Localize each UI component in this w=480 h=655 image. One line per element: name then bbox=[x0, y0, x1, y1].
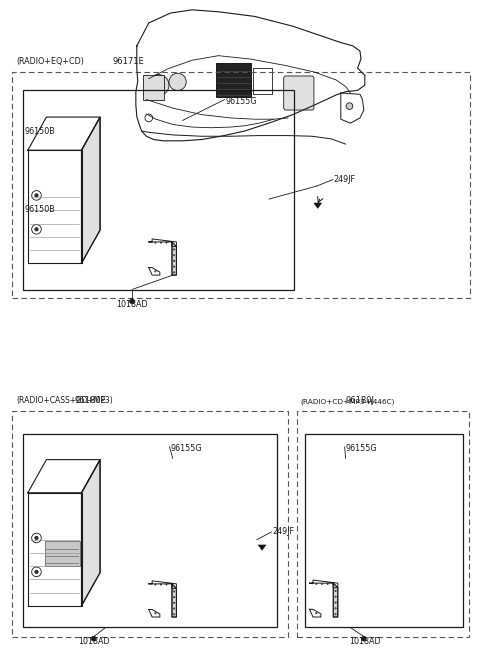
Bar bbox=[12, 72, 470, 298]
Bar bbox=[305, 434, 463, 627]
Ellipse shape bbox=[174, 608, 175, 609]
Ellipse shape bbox=[316, 612, 317, 614]
Bar bbox=[143, 75, 164, 100]
Ellipse shape bbox=[148, 75, 169, 96]
Ellipse shape bbox=[155, 242, 156, 243]
Ellipse shape bbox=[335, 602, 336, 603]
Ellipse shape bbox=[32, 225, 41, 234]
Ellipse shape bbox=[361, 636, 366, 641]
Ellipse shape bbox=[160, 242, 161, 243]
Ellipse shape bbox=[32, 191, 41, 200]
Ellipse shape bbox=[160, 584, 161, 585]
Ellipse shape bbox=[174, 591, 175, 592]
Polygon shape bbox=[333, 583, 338, 617]
Ellipse shape bbox=[32, 533, 41, 543]
Text: 1018AD: 1018AD bbox=[349, 637, 381, 646]
Ellipse shape bbox=[155, 612, 156, 614]
Ellipse shape bbox=[35, 571, 38, 574]
Text: 96155G: 96155G bbox=[226, 97, 257, 106]
Ellipse shape bbox=[145, 114, 153, 122]
Bar bbox=[253, 68, 272, 94]
Ellipse shape bbox=[174, 272, 175, 273]
Text: (RADIO+CASS+CD+MP3): (RADIO+CASS+CD+MP3) bbox=[17, 396, 114, 405]
Text: (RADIO+CD+MP3-H446C): (RADIO+CD+MP3-H446C) bbox=[300, 399, 395, 405]
Ellipse shape bbox=[32, 567, 41, 576]
Bar bbox=[297, 411, 469, 637]
Text: 96155G: 96155G bbox=[170, 444, 202, 453]
Text: 96150B: 96150B bbox=[25, 126, 56, 136]
Ellipse shape bbox=[335, 608, 336, 609]
Ellipse shape bbox=[155, 584, 156, 585]
Ellipse shape bbox=[35, 536, 38, 540]
Bar bbox=[23, 434, 277, 627]
Ellipse shape bbox=[171, 584, 172, 585]
Text: 1018AD: 1018AD bbox=[78, 637, 109, 646]
Ellipse shape bbox=[169, 73, 186, 90]
Polygon shape bbox=[172, 242, 177, 275]
Ellipse shape bbox=[166, 584, 167, 585]
Polygon shape bbox=[258, 545, 266, 550]
Polygon shape bbox=[82, 460, 100, 606]
FancyBboxPatch shape bbox=[284, 76, 314, 110]
Text: 96155G: 96155G bbox=[346, 444, 377, 453]
Ellipse shape bbox=[91, 636, 96, 641]
Polygon shape bbox=[82, 117, 100, 263]
Ellipse shape bbox=[174, 255, 175, 256]
Ellipse shape bbox=[335, 614, 336, 615]
Ellipse shape bbox=[335, 596, 336, 597]
Ellipse shape bbox=[155, 271, 156, 272]
Text: (RADIO+EQ+CD): (RADIO+EQ+CD) bbox=[17, 57, 84, 66]
Polygon shape bbox=[314, 203, 322, 208]
Bar bbox=[23, 90, 294, 290]
Ellipse shape bbox=[171, 242, 172, 243]
Text: 96180J: 96180J bbox=[346, 396, 374, 405]
Bar bbox=[216, 63, 251, 97]
Ellipse shape bbox=[35, 194, 38, 197]
Bar bbox=[45, 541, 80, 566]
Ellipse shape bbox=[174, 249, 175, 250]
Polygon shape bbox=[172, 584, 177, 617]
Text: 249JF: 249JF bbox=[272, 527, 294, 536]
Ellipse shape bbox=[174, 260, 175, 261]
Text: 96150B: 96150B bbox=[25, 205, 56, 214]
Ellipse shape bbox=[166, 242, 167, 243]
Ellipse shape bbox=[174, 614, 175, 615]
Ellipse shape bbox=[35, 228, 38, 231]
Text: 96180E: 96180E bbox=[74, 396, 106, 405]
Ellipse shape bbox=[130, 299, 134, 304]
Bar bbox=[12, 411, 288, 637]
Text: 1018AD: 1018AD bbox=[116, 300, 148, 309]
Text: 249JF: 249JF bbox=[334, 175, 356, 184]
Ellipse shape bbox=[174, 597, 175, 598]
Ellipse shape bbox=[174, 266, 175, 267]
Ellipse shape bbox=[346, 103, 353, 109]
Ellipse shape bbox=[174, 602, 175, 603]
Ellipse shape bbox=[335, 590, 336, 591]
Text: 96171E: 96171E bbox=[113, 57, 144, 66]
